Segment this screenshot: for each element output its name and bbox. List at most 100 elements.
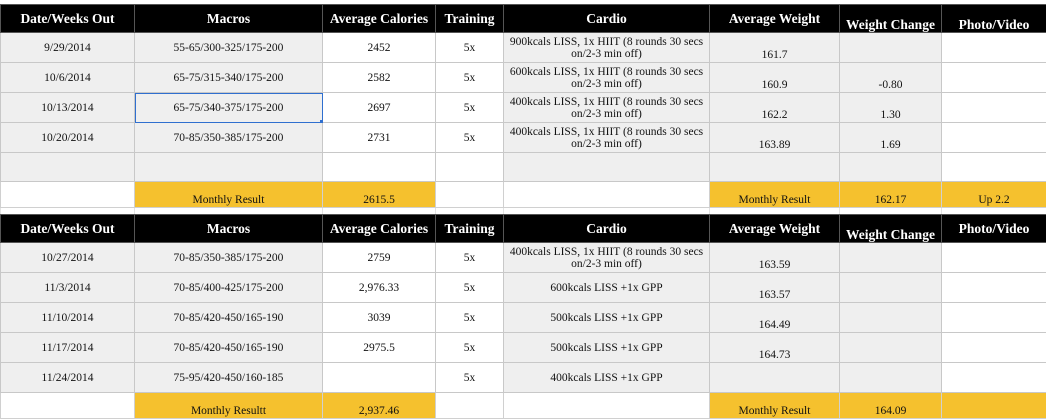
cell-empty[interactable] <box>840 153 942 182</box>
cell-date[interactable]: 10/13/2014 <box>1 93 135 123</box>
monthly-result-weight[interactable]: 162.17 <box>840 182 942 208</box>
cell-cardio[interactable]: 400kcals LISS, 1x HIIT (8 rounds 30 secs… <box>504 123 710 153</box>
cell-weight[interactable]: 161.7 <box>710 33 840 63</box>
cell-photo[interactable] <box>942 243 1046 273</box>
cell-calories[interactable]: 2582 <box>323 63 436 93</box>
cell-empty[interactable] <box>504 393 710 419</box>
cell-macros[interactable]: 70-85/420-450/165-190 <box>135 303 323 333</box>
cell-empty[interactable] <box>436 153 504 182</box>
cell-macros[interactable]: 70-85/420-450/165-190 <box>135 333 323 363</box>
cell-training[interactable]: 5x <box>436 333 504 363</box>
header-photo-video[interactable]: Photo/Video <box>942 5 1046 33</box>
cell-cardio[interactable]: 900kcals LISS, 1x HIIT (8 rounds 30 secs… <box>504 33 710 63</box>
cell-calories[interactable]: 2759 <box>323 243 436 273</box>
monthly-result-label[interactable]: Monthly Result <box>135 182 323 208</box>
cell-weight[interactable] <box>710 363 840 393</box>
cell-empty[interactable] <box>1 153 135 182</box>
cell-weight-change[interactable]: -0.80 <box>840 63 942 93</box>
header-photo-video[interactable]: Photo/Video <box>942 215 1046 243</box>
cell-weight-change[interactable] <box>840 273 942 303</box>
monthly-result-calories[interactable]: 2,937.46 <box>323 393 436 419</box>
cell-date[interactable]: 11/10/2014 <box>1 303 135 333</box>
cell-empty[interactable] <box>436 182 504 208</box>
cell-weight[interactable]: 164.49 <box>710 303 840 333</box>
cell-macros[interactable]: 70-85/400-425/175-200 <box>135 273 323 303</box>
cell-macros[interactable]: 65-75/315-340/175-200 <box>135 63 323 93</box>
cell-photo[interactable] <box>942 363 1046 393</box>
header-date[interactable]: Date/Weeks Out <box>1 215 135 243</box>
cell-date[interactable]: 11/17/2014 <box>1 333 135 363</box>
header-cardio[interactable]: Cardio <box>504 215 710 243</box>
header-date[interactable]: Date/Weeks Out <box>1 5 135 33</box>
cell-weight[interactable]: 164.73 <box>710 333 840 363</box>
monthly-result-weight-label[interactable]: Monthly Result <box>710 393 840 419</box>
cell-calories[interactable]: 2452 <box>323 33 436 63</box>
cell-date[interactable]: 10/6/2014 <box>1 63 135 93</box>
cell-macros[interactable]: 70-85/350-385/175-200 <box>135 123 323 153</box>
cell-weight[interactable]: 162.2 <box>710 93 840 123</box>
cell-macros[interactable]: 75-95/420-450/160-185 <box>135 363 323 393</box>
cell-cardio[interactable]: 400kcals LISS, 1x HIIT (8 rounds 30 secs… <box>504 93 710 123</box>
cell-training[interactable]: 5x <box>436 63 504 93</box>
cell-photo[interactable] <box>942 123 1046 153</box>
header-macros[interactable]: Macros <box>135 5 323 33</box>
cell-cardio[interactable]: 500kcals LISS +1x GPP <box>504 333 710 363</box>
cell-photo[interactable] <box>942 33 1046 63</box>
cell-calories[interactable]: 2975.5 <box>323 333 436 363</box>
cell-photo[interactable] <box>942 303 1046 333</box>
cell-date[interactable]: 11/3/2014 <box>1 273 135 303</box>
cell-training[interactable]: 5x <box>436 123 504 153</box>
cell-macros[interactable]: 55-65/300-325/175-200 <box>135 33 323 63</box>
cell-empty[interactable] <box>504 182 710 208</box>
cell-weight-change[interactable] <box>840 363 942 393</box>
cell-weight-change[interactable] <box>840 333 942 363</box>
cell-empty[interactable] <box>1 393 135 419</box>
monthly-result-calories[interactable]: 2615.5 <box>323 182 436 208</box>
cell-weight-change[interactable] <box>840 33 942 63</box>
cell-empty[interactable] <box>1 182 135 208</box>
cell-training[interactable]: 5x <box>436 363 504 393</box>
cell-date[interactable]: 9/29/2014 <box>1 33 135 63</box>
cell-weight[interactable]: 163.57 <box>710 273 840 303</box>
cell-date[interactable]: 10/20/2014 <box>1 123 135 153</box>
cell-photo[interactable] <box>942 273 1046 303</box>
header-weight-change[interactable]: Weight Change <box>840 215 942 243</box>
cell-empty[interactable] <box>323 153 436 182</box>
cell-weight-change[interactable] <box>840 243 942 273</box>
cell-calories[interactable] <box>323 363 436 393</box>
monthly-result-weight[interactable]: 164.09 <box>840 393 942 419</box>
cell-training[interactable]: 5x <box>436 303 504 333</box>
cell-photo[interactable] <box>942 333 1046 363</box>
cell-photo[interactable] <box>942 63 1046 93</box>
monthly-result-photo[interactable] <box>942 393 1046 419</box>
cell-cardio[interactable]: 600kcals LISS, 1x HIIT (8 rounds 30 secs… <box>504 63 710 93</box>
cell-calories[interactable]: 2697 <box>323 93 436 123</box>
monthly-result-weight-label[interactable]: Monthly Result <box>710 182 840 208</box>
cell-date[interactable]: 10/27/2014 <box>1 243 135 273</box>
cell-training[interactable]: 5x <box>436 273 504 303</box>
cell-calories[interactable]: 2731 <box>323 123 436 153</box>
cell-empty[interactable] <box>504 153 710 182</box>
cell-empty[interactable] <box>710 153 840 182</box>
cell-macros[interactable]: 70-85/350-385/175-200 <box>135 243 323 273</box>
header-cardio[interactable]: Cardio <box>504 5 710 33</box>
cell-training[interactable]: 5x <box>436 93 504 123</box>
header-average-calories[interactable]: Average Calories <box>323 215 436 243</box>
monthly-result-photo[interactable]: Up 2.2 <box>942 182 1046 208</box>
monthly-result-label[interactable]: Monthly Resultt <box>135 393 323 419</box>
cell-training[interactable]: 5x <box>436 33 504 63</box>
cell-calories[interactable]: 2,976.33 <box>323 273 436 303</box>
cell-cardio[interactable]: 400kcals LISS, 1x HIIT (8 rounds 30 secs… <box>504 243 710 273</box>
cell-calories[interactable]: 3039 <box>323 303 436 333</box>
cell-date[interactable]: 11/24/2014 <box>1 363 135 393</box>
cell-cardio[interactable]: 500kcals LISS +1x GPP <box>504 303 710 333</box>
header-training[interactable]: Training <box>436 5 504 33</box>
header-average-weight[interactable]: Average Weight <box>710 5 840 33</box>
cell-training[interactable]: 5x <box>436 243 504 273</box>
cell-weight-change[interactable]: 1.69 <box>840 123 942 153</box>
cell-empty[interactable] <box>135 153 323 182</box>
header-macros[interactable]: Macros <box>135 215 323 243</box>
cell-weight[interactable]: 160.9 <box>710 63 840 93</box>
cell-empty[interactable] <box>942 153 1046 182</box>
cell-weight-change[interactable]: 1.30 <box>840 93 942 123</box>
